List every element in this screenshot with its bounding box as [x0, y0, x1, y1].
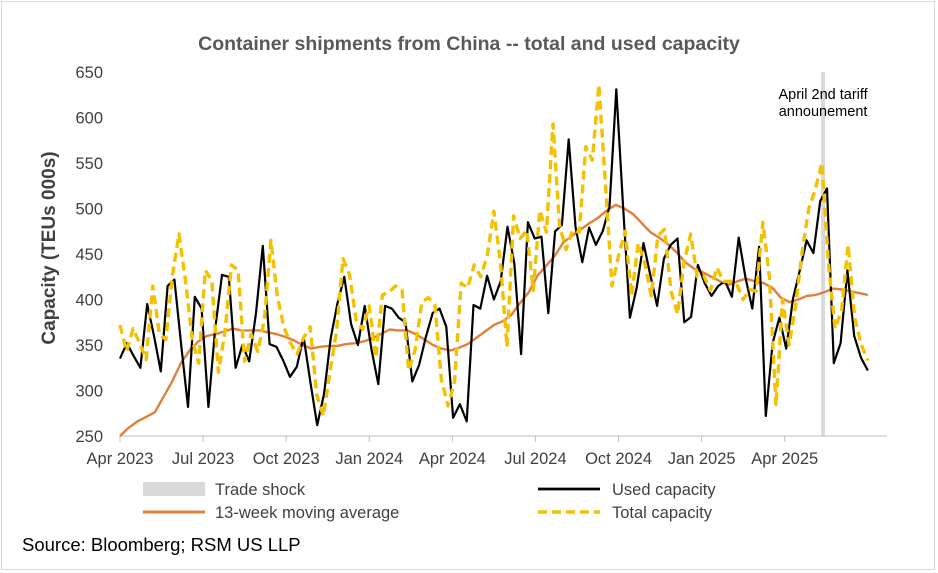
legend-label: Used capacity — [612, 481, 716, 499]
legend-swatch — [143, 482, 205, 496]
y-tick-label: 450 — [75, 246, 103, 264]
series-layer — [118, 83, 870, 437]
axes-layer: 250 300 350 400 450 500 550 600 650 Apr 2023 Jul 2… — [75, 64, 887, 468]
source-note: Source: Bloomberg; RSM US LLP — [22, 534, 301, 555]
total-capacity-line — [118, 83, 870, 418]
legend-label: 13-week moving average — [215, 504, 399, 522]
y-tick-label: 300 — [75, 383, 103, 401]
legend-label: Total capacity — [612, 504, 713, 522]
annotation-text-line-1: April 2nd tariff — [778, 87, 868, 103]
y-tick-label: 550 — [75, 155, 103, 173]
y-tick-label: 650 — [75, 64, 103, 82]
y-tick-label: 400 — [75, 292, 103, 310]
x-tick-label: Apr 2023 — [87, 450, 154, 468]
trade-shock-layer — [821, 72, 826, 436]
x-tick-label: Oct 2024 — [585, 450, 652, 468]
x-tick-label: Apr 2025 — [751, 450, 818, 468]
x-tick-label: Oct 2023 — [253, 450, 320, 468]
legend-item-used: Used capacity — [538, 481, 716, 499]
x-tick-label: Jan 2025 — [668, 450, 736, 468]
x-tick-label: Jul 2023 — [172, 450, 234, 468]
annotation-text-line-2: announement — [779, 104, 868, 120]
legend-item-total: Total capacity — [538, 504, 713, 522]
y-axis-label: Capacity (TEUs 000s) — [39, 151, 60, 344]
legend: Trade shock Used capacity 13-week moving a… — [143, 481, 716, 522]
trade-shock-bar — [821, 72, 826, 436]
y-tick-label: 500 — [75, 201, 103, 219]
chart-title: Container shipments from China -- total … — [198, 33, 740, 55]
used-capacity-line — [118, 88, 869, 427]
moving-average-line — [119, 203, 869, 437]
y-tick-label: 250 — [75, 428, 103, 446]
legend-item-trade-shock: Trade shock — [143, 481, 306, 499]
legend-label: Trade shock — [215, 481, 306, 499]
x-tick-label: Jan 2024 — [335, 450, 403, 468]
y-tick-label: 600 — [75, 110, 103, 128]
legend-item-ma: 13-week moving average — [143, 504, 399, 522]
x-tick-label: Apr 2024 — [419, 450, 486, 468]
y-tick-label: 350 — [75, 337, 103, 355]
x-tick-label: Jul 2024 — [504, 450, 566, 468]
